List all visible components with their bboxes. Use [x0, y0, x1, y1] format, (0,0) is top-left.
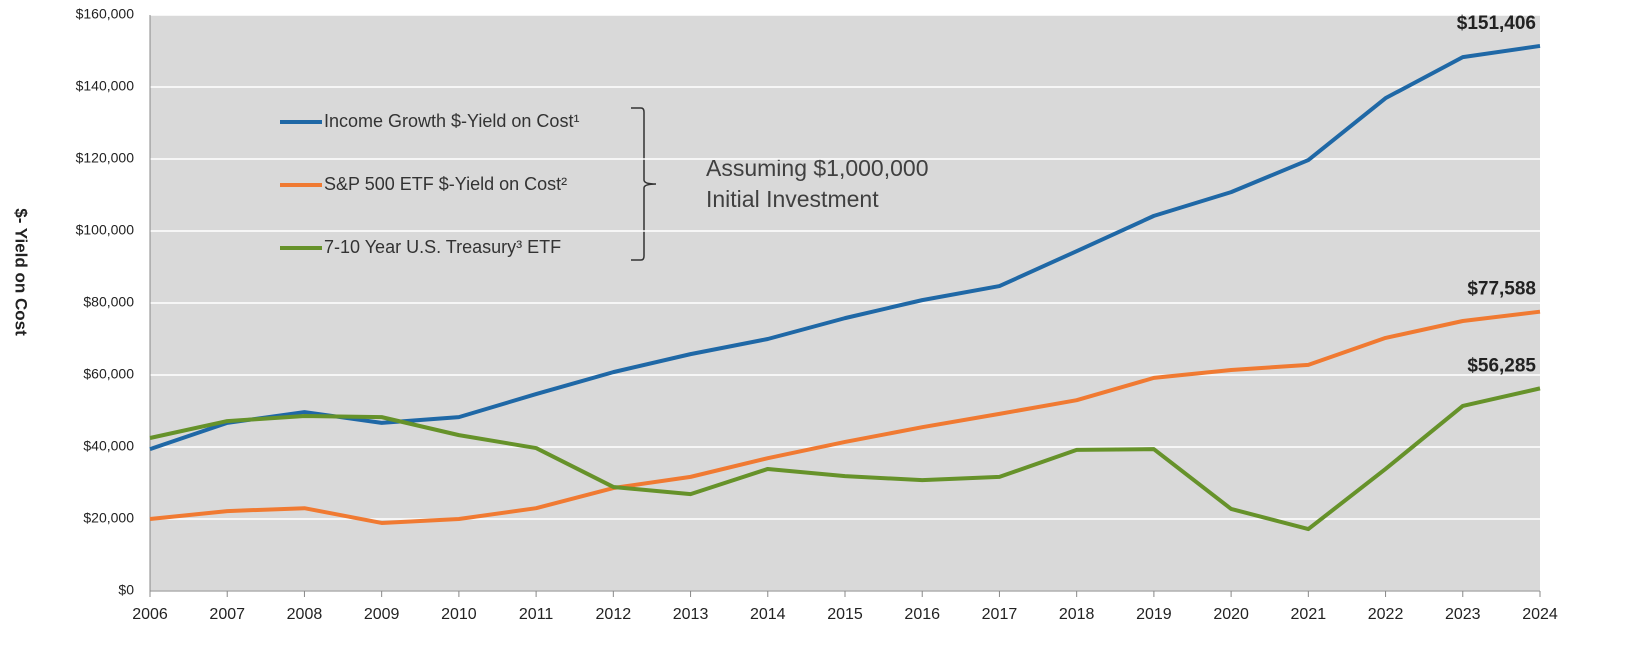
y-tick-label: $80,000: [83, 294, 134, 310]
series-line: [149, 386, 1541, 532]
y-tick-label: $160,000: [76, 6, 135, 22]
legend-label: S&P 500 ETF $-Yield on Cost²: [324, 174, 567, 194]
y-tick-label: $0: [118, 582, 134, 598]
y-tick-label: $60,000: [83, 366, 134, 382]
x-tick-label: 2011: [519, 606, 554, 623]
x-tick-label: 2012: [596, 606, 632, 623]
x-tick-label: 2015: [827, 606, 863, 623]
x-tick-label: 2010: [441, 606, 477, 623]
x-tick-label: 2023: [1445, 606, 1481, 623]
x-tick-label: 2020: [1213, 606, 1249, 623]
x-tick-label: 2024: [1522, 606, 1558, 623]
y-tick-label: $40,000: [83, 438, 134, 454]
legend-label: 7-10 Year U.S. Treasury³ ETF: [324, 237, 561, 257]
x-tick-label: 2007: [209, 606, 245, 623]
x-tick-label: 2016: [904, 606, 940, 623]
end-label: $151,406: [1457, 13, 1536, 34]
y-axis-label: $- Yield on Cost: [12, 208, 31, 336]
x-tick-label: 2006: [132, 606, 168, 623]
y-tick-label: $20,000: [83, 510, 134, 526]
end-label: $56,285: [1467, 355, 1536, 376]
x-tick-label: 2014: [750, 606, 786, 623]
x-tick-label: 2017: [982, 606, 1018, 623]
x-tick-label: 2022: [1368, 606, 1404, 623]
y-tick-label: $120,000: [76, 150, 135, 166]
brace: [631, 107, 657, 261]
y-tick-label: $100,000: [76, 222, 135, 238]
x-tick-label: 2009: [364, 606, 400, 623]
x-tick-label: 2018: [1059, 606, 1095, 623]
x-tick-label: 2013: [673, 606, 709, 623]
y-tick-label: $140,000: [76, 78, 135, 94]
x-tick-label: 2008: [287, 606, 323, 623]
series-line: [149, 43, 1541, 452]
x-tick-label: 2019: [1136, 606, 1172, 623]
x-tick-label: 2021: [1291, 606, 1327, 623]
end-label: $77,588: [1467, 279, 1536, 300]
legend-label: Income Growth $-Yield on Cost¹: [324, 111, 579, 131]
annotation: Initial Investment: [706, 186, 879, 212]
series-line: [149, 309, 1541, 525]
